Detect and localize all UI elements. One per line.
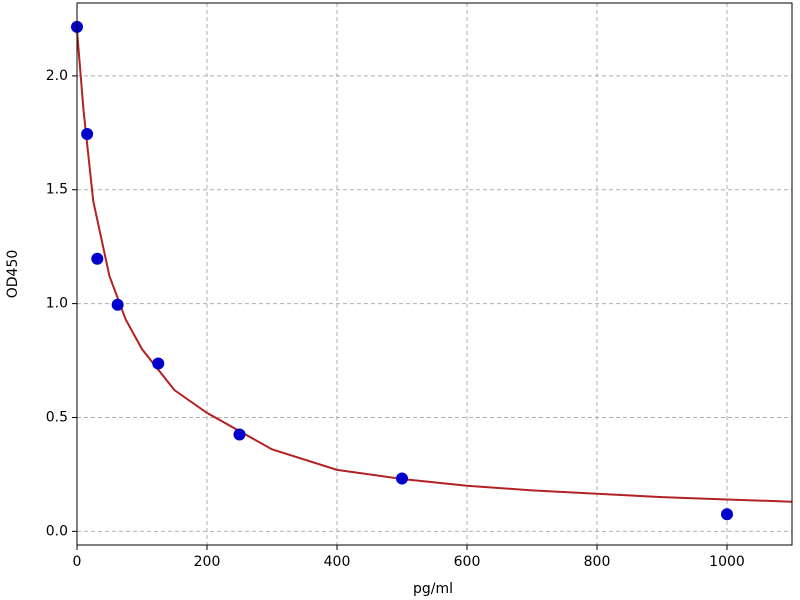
data-point bbox=[233, 428, 246, 441]
data-point bbox=[721, 508, 733, 521]
x-tick-label: 1000 bbox=[709, 554, 745, 570]
x-axis-title: pg/ml bbox=[413, 581, 453, 597]
data-point bbox=[81, 127, 94, 140]
data-point bbox=[396, 472, 408, 485]
y-tick-label: 0.5 bbox=[46, 409, 68, 425]
x-tick-label: 400 bbox=[324, 554, 351, 570]
x-tick-label: 0 bbox=[73, 554, 82, 570]
y-tick-label: 1.0 bbox=[46, 296, 68, 312]
x-tick-label: 600 bbox=[454, 554, 481, 570]
y-tick-label: 1.5 bbox=[46, 182, 68, 198]
y-tick-label: 2.0 bbox=[46, 68, 68, 84]
data-point bbox=[111, 298, 124, 311]
data-point bbox=[91, 252, 104, 265]
plot-frame bbox=[76, 2, 793, 546]
fit-curve bbox=[76, 30, 793, 503]
data-point bbox=[152, 357, 165, 370]
y-axis-title: OD450 bbox=[5, 250, 21, 299]
x-tick-label: 200 bbox=[194, 554, 221, 570]
y-tick-label: 0.0 bbox=[46, 523, 68, 539]
x-tick-label: 800 bbox=[584, 554, 611, 570]
